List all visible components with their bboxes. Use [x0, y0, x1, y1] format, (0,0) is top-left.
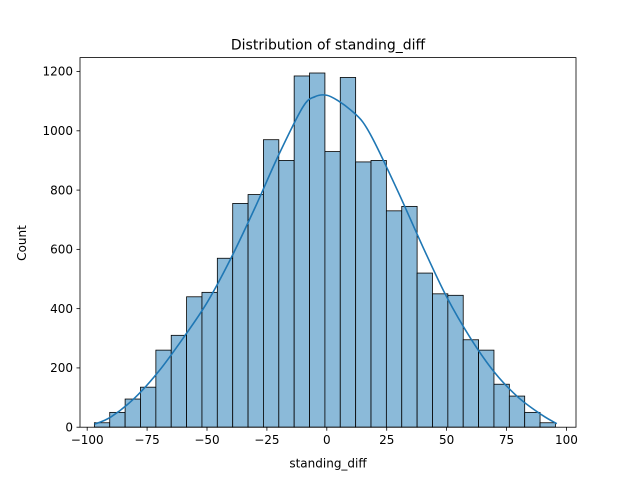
kde-curve [94, 94, 558, 425]
x-tick-label: 75 [499, 433, 514, 447]
histogram-bar [109, 411, 126, 428]
x-tick-label: 50 [439, 433, 454, 447]
x-tick-label: 100 [555, 433, 578, 447]
histogram-bars [93, 72, 556, 428]
histogram-bar [493, 383, 510, 428]
histogram-bar [462, 339, 479, 428]
histogram-bar [186, 296, 203, 428]
histogram-bar [432, 293, 449, 428]
histogram-bar [401, 205, 418, 428]
histogram-bar [309, 72, 326, 428]
x-tick-label: 0 [323, 433, 331, 447]
y-tick-label: 200 [50, 361, 73, 375]
y-tick-label: 400 [50, 302, 73, 316]
histogram-bar [201, 291, 218, 428]
histogram-bar [278, 160, 295, 428]
histogram-bar [416, 272, 433, 428]
histogram-bar [324, 151, 341, 428]
histogram-bar [247, 194, 264, 428]
histogram-bar [140, 386, 157, 428]
x-axis-label: standing_diff [289, 457, 367, 471]
x-tick-label: 25 [379, 433, 394, 447]
x-tick-label: −50 [194, 433, 219, 447]
histogram-bar [539, 422, 556, 428]
histogram-bar [355, 161, 372, 428]
y-tick-label: 1000 [42, 124, 73, 138]
chart-title: Distribution of standing_diff [231, 38, 426, 54]
histogram-bar [170, 334, 187, 428]
histogram-bar [155, 349, 172, 428]
y-axis-ticks: 0 200 400 600 800 1000 1200 [42, 65, 80, 434]
histogram-bar [339, 77, 357, 428]
histogram-bar [293, 75, 310, 428]
x-tick-label: −25 [254, 433, 279, 447]
y-tick-label: 0 [65, 420, 73, 434]
histogram-bar [124, 398, 141, 428]
y-tick-label: 600 [50, 243, 73, 257]
y-tick-label: 1200 [42, 65, 73, 79]
x-tick-label: −75 [134, 433, 159, 447]
x-axis-ticks: −100 −75 −50 −25 0 25 50 75 100 [71, 427, 578, 447]
histogram-bar [447, 294, 464, 428]
plot-frame [79, 57, 577, 428]
y-tick-label: 800 [50, 183, 73, 197]
histogram-bar [232, 203, 249, 428]
histogram-bar [385, 210, 403, 428]
histogram-bar [216, 257, 234, 428]
histogram-bar [370, 160, 387, 428]
x-tick-label: −100 [71, 433, 104, 447]
y-axis-label: Count [15, 225, 29, 261]
histogram-bar [524, 411, 541, 428]
